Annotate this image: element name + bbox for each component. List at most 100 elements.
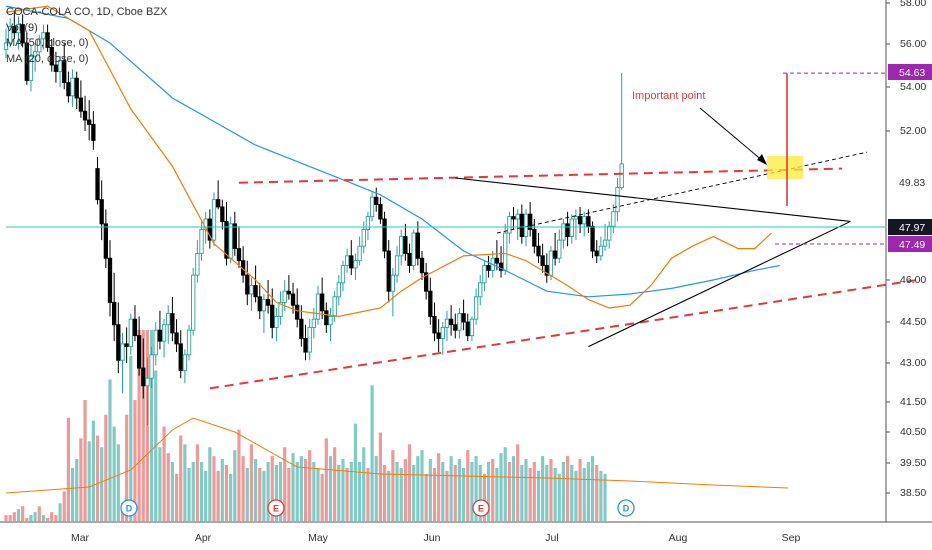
volume-bar <box>586 462 590 521</box>
volume-bar <box>557 473 561 521</box>
candle-down <box>49 46 54 66</box>
volume-bar <box>328 456 333 521</box>
candle-up <box>478 282 483 298</box>
volume-bar <box>303 459 308 521</box>
earnings-marker-label: E <box>478 504 484 514</box>
candle-up <box>282 290 287 303</box>
candle-down <box>265 299 271 306</box>
candle-up <box>503 232 508 271</box>
volume-bar <box>370 385 374 521</box>
volume-bar <box>287 467 291 521</box>
candle-up <box>473 296 479 320</box>
candle-down <box>540 255 545 266</box>
candle-down <box>74 77 79 99</box>
candle-down <box>295 304 300 320</box>
candle-up <box>390 274 396 292</box>
vol-indicator-label[interactable]: Vol (9) <box>6 21 38 34</box>
volume-bar <box>116 444 120 521</box>
candle-up <box>394 255 400 276</box>
ma50-indicator-label[interactable]: MA (50, close, 0) <box>6 37 89 49</box>
candle-down <box>124 343 129 348</box>
volume-bar <box>104 414 108 521</box>
volume-bar <box>46 518 50 521</box>
candle-up <box>598 245 604 257</box>
candle-up <box>186 329 192 356</box>
volume-bar <box>150 330 154 521</box>
volume-bar <box>12 512 16 521</box>
y-axis-label: 56.00 <box>900 38 926 50</box>
candle-down <box>532 229 537 247</box>
volume-bar <box>129 355 133 521</box>
candle-down <box>132 318 138 337</box>
candle-up <box>166 313 171 326</box>
volume-bar <box>66 417 70 521</box>
volume-bar <box>83 400 87 521</box>
dividend-marker-icon <box>120 499 138 517</box>
x-axis-label: Sep <box>782 532 801 544</box>
volume-bar <box>403 459 407 521</box>
volume-bar <box>274 464 278 521</box>
candle-down <box>270 304 275 328</box>
volume-bar <box>37 506 41 521</box>
volume-bar <box>4 515 8 521</box>
candle-up <box>340 265 346 284</box>
x-axis-label: Jun <box>424 532 441 544</box>
volume-bar <box>320 473 324 521</box>
volume-bar <box>220 459 224 521</box>
candle-up <box>344 255 350 266</box>
candle-up <box>161 324 167 342</box>
candle-down <box>461 313 466 323</box>
ma20-line <box>5 5 772 318</box>
candle-up <box>8 26 13 44</box>
volume-bar <box>191 462 195 521</box>
candle-down <box>257 296 262 312</box>
volume-bar <box>162 426 166 521</box>
candle-down <box>91 123 96 141</box>
volume-bar <box>382 464 387 521</box>
price-tag-47-49: 47.49 <box>899 239 925 251</box>
y-axis-label: 38.50 <box>900 487 926 499</box>
volume-bar <box>553 467 557 521</box>
volume-bar <box>595 464 599 521</box>
y-axis-label: 54.00 <box>900 81 926 93</box>
candle-down <box>116 324 121 361</box>
volume-bar <box>170 462 174 521</box>
candle-up <box>411 232 416 266</box>
arrowhead-icon <box>757 154 767 165</box>
volume-bar <box>270 456 274 521</box>
volume-bar <box>158 447 162 521</box>
candle-down <box>245 274 250 295</box>
candle-up <box>315 293 321 320</box>
candle-down <box>82 110 88 121</box>
volume-bar <box>549 459 553 521</box>
price-tag-54-63: 54.63 <box>899 67 925 79</box>
red-resistance-line <box>238 167 843 184</box>
volume-bar <box>112 426 116 521</box>
volume-bar <box>95 435 100 521</box>
chart-legend: COCA-COLA CO, 1D, Cboe BZX Vol (9) MA (5… <box>6 5 167 67</box>
volume-bar <box>166 453 170 521</box>
candle-down <box>494 257 500 264</box>
volume-bar <box>25 518 29 521</box>
candle-down <box>448 318 454 326</box>
volume-bar <box>283 447 287 521</box>
candle-down <box>95 168 100 201</box>
candle-up <box>515 213 520 220</box>
volume-bar <box>470 462 474 521</box>
volume-bar <box>570 464 574 521</box>
symbol-label[interactable]: COCA-COLA CO, 1D, Cboe BZX <box>6 6 168 18</box>
volume-bar <box>133 400 137 521</box>
candle-down <box>552 250 558 259</box>
candle-down <box>436 332 441 339</box>
volume-bar <box>541 456 545 521</box>
candle-up <box>249 285 254 295</box>
candle-down <box>498 262 504 271</box>
price-tag-bg <box>888 64 932 80</box>
candle-down <box>12 26 17 34</box>
candle-up <box>228 223 233 259</box>
volume-bar <box>341 459 345 521</box>
volume-bar <box>137 330 141 521</box>
ma20-indicator-label[interactable]: MA (20, close, 0) <box>6 52 89 65</box>
